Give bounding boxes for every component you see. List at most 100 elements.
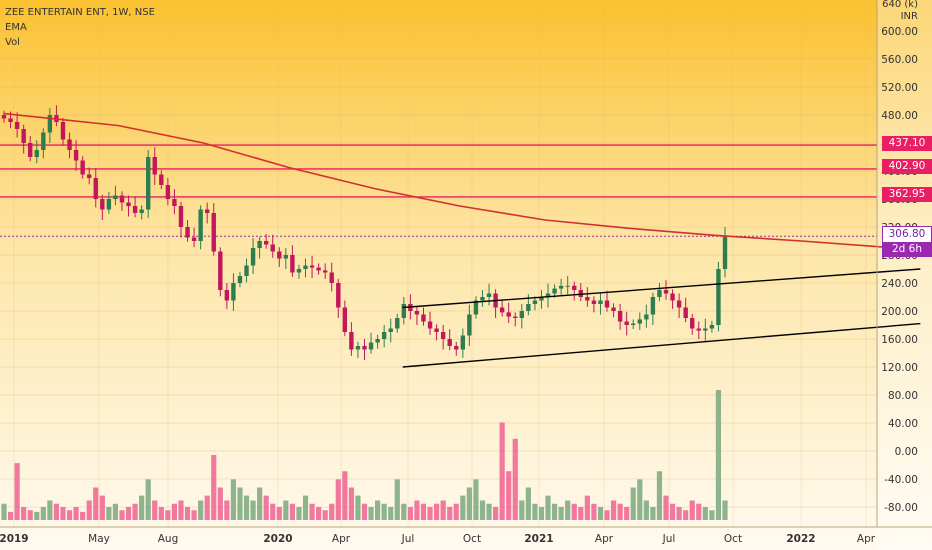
candle-body (329, 272, 334, 283)
y-tick-label: 520.00 (881, 82, 918, 94)
candle-body (41, 132, 46, 150)
volume-bar (447, 507, 453, 520)
candle-body (644, 314, 649, 320)
volume-bar (237, 487, 243, 520)
volume-bar (637, 479, 643, 520)
candle-body (178, 206, 184, 227)
x-tick-label: Apr (595, 533, 614, 545)
candle-body (532, 300, 538, 304)
volume-bar (250, 500, 256, 520)
candle-body (499, 307, 505, 313)
volume-bar (388, 507, 394, 520)
volume-bar (342, 471, 348, 520)
candle-body (231, 283, 236, 301)
candle-body (519, 311, 525, 318)
y-tick-label: 480.00 (881, 110, 918, 122)
volume-legend[interactable]: Vol (5, 37, 20, 48)
candle-body (211, 213, 216, 252)
candle-body (342, 307, 348, 332)
volume-bar (460, 495, 466, 520)
volume-bar (499, 422, 505, 520)
candle-body (106, 199, 112, 210)
x-tick-label: 2021 (524, 533, 553, 545)
volume-bar (21, 507, 27, 520)
volume-bar (73, 507, 79, 520)
volume-bar (401, 503, 407, 520)
volume-bar (440, 500, 446, 520)
candle-body (414, 311, 420, 315)
candle-body (322, 270, 328, 273)
candle-body (303, 265, 308, 269)
price-tag-362: 362.95 (882, 187, 932, 202)
candle-body (663, 290, 669, 294)
volume-bar (676, 507, 682, 520)
volume-bar (650, 507, 656, 520)
channel-lower-line (402, 322, 921, 368)
volume-bar (656, 471, 663, 520)
current-price-tag: 306.80 (882, 226, 932, 243)
candle-body (506, 312, 511, 317)
candle-body (381, 332, 387, 339)
candle-body (467, 314, 472, 336)
candle-body (336, 283, 341, 308)
volume-bar (525, 487, 531, 520)
candle-body (368, 342, 374, 350)
grid-lines (0, 0, 877, 527)
candle-body (218, 251, 223, 290)
volume-bar (624, 507, 630, 520)
volume-bar (14, 463, 20, 520)
y-axis-top-label: 640 (k) (882, 0, 918, 10)
volume-bar (348, 487, 354, 520)
price-axis-background (877, 0, 932, 550)
volume-bar (322, 510, 328, 520)
candle-body (263, 241, 269, 245)
candle-body (421, 314, 426, 322)
volume-bar (368, 507, 374, 520)
volume-bar (565, 500, 571, 520)
bar-countdown-tag: 2d 6h (882, 242, 932, 257)
candle-body (152, 157, 157, 175)
ema-path (3, 112, 916, 253)
volume-bar (591, 503, 597, 520)
volume-bar (492, 507, 499, 520)
volume-bar (80, 511, 86, 520)
volume-bar (617, 503, 623, 520)
candle-body (146, 157, 151, 210)
candle-body (277, 251, 282, 259)
candle-body (198, 209, 203, 241)
time-axis[interactable]: 2019 May Aug 2020 Apr Jul Oct 2021 Apr Jul Oct 2022… (0, 533, 876, 545)
volume-bar (34, 511, 40, 520)
volume-bar (283, 500, 289, 520)
candle-body (119, 195, 125, 203)
candle-body (545, 293, 551, 297)
volume-bar (506, 471, 512, 520)
volume-bar (106, 507, 112, 520)
candle-body (703, 328, 708, 331)
volume-bar (270, 503, 276, 520)
volume-bar (643, 500, 649, 520)
ema-legend[interactable]: EMA (5, 22, 27, 33)
volume-bar (519, 500, 525, 520)
candle-body (349, 332, 354, 350)
candle-body (60, 122, 66, 140)
candle-body (683, 307, 688, 318)
volume-bar (584, 495, 590, 520)
volume-bar (375, 500, 381, 520)
volume-bar (663, 495, 669, 520)
volume-bar (1, 503, 7, 520)
x-tick-label: Apr (332, 533, 351, 545)
volume-bar (230, 479, 237, 520)
candle-body (526, 304, 531, 311)
y-tick-label: -80.00 (884, 502, 918, 514)
volume-bar (125, 507, 132, 520)
candle-body (21, 129, 26, 143)
volume-bar (486, 503, 492, 520)
volume-bar (119, 510, 125, 520)
volume-bar (427, 507, 433, 520)
candle-body (375, 339, 380, 343)
candle-body (565, 285, 570, 287)
candle-body (676, 300, 682, 308)
symbol-legend[interactable]: ZEE ENTERTAIN ENT, 1W, NSE (5, 7, 155, 18)
x-tick-label: 2019 (0, 533, 29, 545)
